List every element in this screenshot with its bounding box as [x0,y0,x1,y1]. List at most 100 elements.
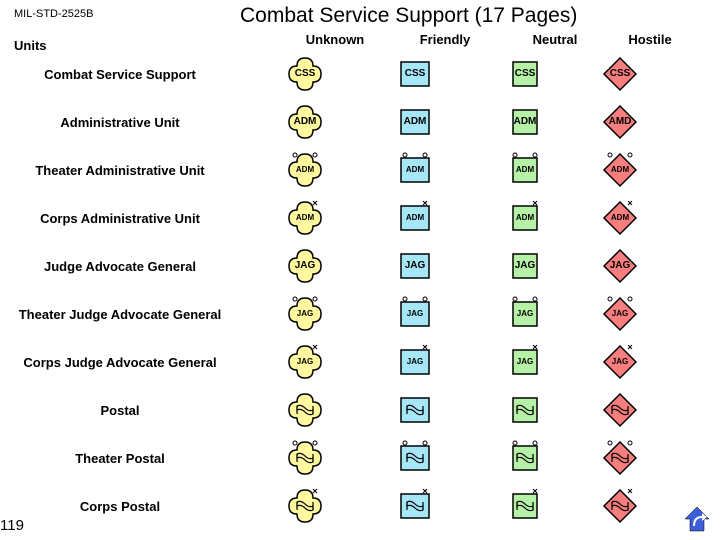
symbol-text: CSS [515,69,536,79]
table-row: Administrative UnitADMADMADMAMD [0,98,720,146]
mil-symbol: AMD [598,102,642,142]
table-row: Postal [0,386,720,434]
row-label: Theater Administrative Unit [0,163,250,178]
symbol-cell-friendly [360,390,470,430]
symbol-cell-unknown: ADM [250,198,360,238]
row-label: Theater Postal [0,451,250,466]
row-label: Theater Judge Advocate General [0,307,250,322]
symbol-text: ADM [611,214,629,222]
symbol-cell-friendly [360,438,470,478]
symbol-cell-friendly [360,486,470,526]
symbol-cell-neutral: JAG [470,342,580,382]
symbol-text: JAG [297,358,313,366]
symbol-cell-hostile: ADM [580,198,660,238]
symbol-cell-neutral: CSS [470,54,580,94]
symbol-grid: Combat Service SupportCSSCSSCSSCSSAdmini… [0,50,720,530]
symbol-text: CSS [610,69,631,79]
symbol-cell-hostile [580,486,660,526]
symbol-text: ADM [406,214,424,222]
mil-symbol: ADM [598,150,642,190]
symbol-cell-friendly: ADM [360,102,470,142]
mil-symbol: CSS [598,54,642,94]
mil-symbol: JAG [503,294,547,334]
symbol-cell-friendly: CSS [360,54,470,94]
symbol-text: ADM [514,117,537,127]
mil-symbol: ADM [503,150,547,190]
symbol-cell-friendly: JAG [360,246,470,286]
col-header-neutral: Neutral [500,32,610,47]
mil-symbol [393,486,437,526]
symbol-cell-neutral [470,390,580,430]
symbol-cell-hostile: JAG [580,246,660,286]
symbol-cell-hostile: JAG [580,342,660,382]
mil-symbol: JAG [598,246,642,286]
mil-symbol [393,438,437,478]
symbol-text: JAG [407,358,423,366]
mil-symbol [283,390,327,430]
symbol-text: ADM [406,166,424,174]
symbol-text: JAG [405,261,426,271]
mil-symbol: JAG [283,342,327,382]
symbol-cell-hostile: AMD [580,102,660,142]
symbol-cell-neutral: JAG [470,246,580,286]
symbol-cell-neutral: ADM [470,198,580,238]
mil-symbol: CSS [393,54,437,94]
mil-symbol: ADM [503,198,547,238]
mil-symbol: ADM [393,198,437,238]
symbol-text: CSS [405,69,426,79]
symbol-cell-hostile [580,390,660,430]
symbol-text: ADM [294,117,317,127]
mil-symbol [598,438,642,478]
mil-symbol [503,438,547,478]
row-label: Corps Postal [0,499,250,514]
symbol-cell-unknown: JAG [250,246,360,286]
table-row: Corps Postal [0,482,720,530]
symbol-cell-unknown: ADM [250,150,360,190]
symbol-cell-neutral [470,486,580,526]
col-header-hostile: Hostile [610,32,690,47]
symbol-text: ADM [516,214,534,222]
symbol-cell-unknown: JAG [250,294,360,334]
column-headers: Unknown Friendly Neutral Hostile [280,32,690,47]
table-row: Combat Service Support CSS CSS CSS CSS [0,50,720,98]
mil-symbol: CSS [283,54,327,94]
mil-symbol [283,486,327,526]
doc-id: MIL-STD-2525B [14,8,93,20]
row-label: Combat Service Support [0,67,250,82]
symbol-cell-hostile [580,438,660,478]
symbol-text: JAG [515,261,536,271]
symbol-text: AMD [609,117,632,127]
table-row: Corps Administrative UnitADMADMADMADM [0,194,720,242]
symbol-cell-hostile: CSS [580,54,660,94]
mil-symbol: JAG [393,342,437,382]
symbol-cell-unknown: CSS [250,54,360,94]
return-icon[interactable] [682,504,712,534]
mil-symbol: ADM [283,150,327,190]
symbol-text: JAG [407,310,423,318]
mil-symbol: ADM [393,150,437,190]
symbol-text: ADM [611,166,629,174]
symbol-cell-unknown: JAG [250,342,360,382]
mil-symbol: JAG [598,342,642,382]
row-label: Judge Advocate General [0,259,250,274]
symbol-cell-friendly: JAG [360,342,470,382]
symbol-cell-neutral: JAG [470,294,580,334]
symbol-text: JAG [517,358,533,366]
symbol-cell-friendly: ADM [360,198,470,238]
mil-symbol: JAG [503,342,547,382]
row-label: Corps Judge Advocate General [0,355,250,370]
mil-symbol: ADM [598,198,642,238]
mil-symbol: CSS [503,54,547,94]
symbol-text: JAG [610,261,631,271]
symbol-text: CSS [295,69,316,79]
symbol-text: ADM [516,166,534,174]
mil-symbol: ADM [393,102,437,142]
mil-symbol [503,390,547,430]
symbol-text: ADM [404,117,427,127]
table-row: Corps Judge Advocate General JAG JAG JAG JAG [0,338,720,386]
symbol-cell-neutral: ADM [470,102,580,142]
symbol-text: JAG [612,358,628,366]
symbol-cell-unknown [250,438,360,478]
symbol-cell-friendly: ADM [360,150,470,190]
symbol-text: JAG [297,310,313,318]
